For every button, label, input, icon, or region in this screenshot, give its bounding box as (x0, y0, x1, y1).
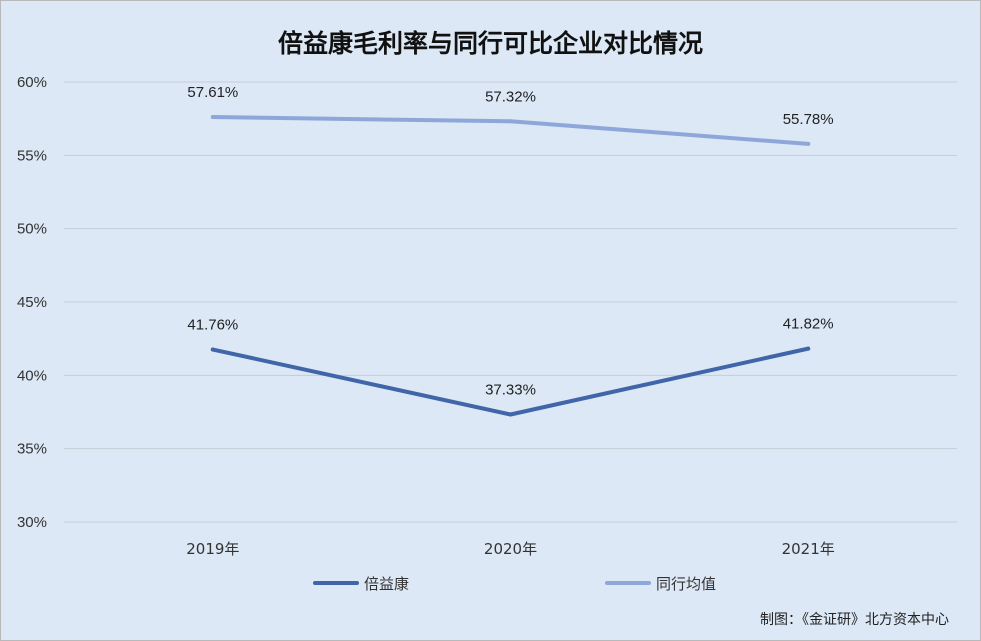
data-point (508, 119, 513, 124)
y-tick-label: 40% (17, 367, 47, 384)
x-tick-label: 2021年 (782, 540, 835, 558)
data-point (508, 412, 513, 417)
y-tick-label: 35% (17, 441, 47, 458)
y-tick-label: 50% (17, 221, 47, 238)
x-tick-label: 2019年 (186, 540, 239, 558)
data-point (210, 115, 215, 120)
data-label: 37.33% (485, 381, 536, 398)
y-tick-label: 55% (17, 147, 47, 164)
data-label: 41.76% (187, 317, 238, 334)
data-label: 57.32% (485, 88, 536, 105)
data-point (210, 347, 215, 352)
data-label: 55.78% (783, 111, 834, 128)
chart-title: 倍益康毛利率与同行可比企业对比情况 (277, 29, 703, 58)
data-label: 57.61% (187, 84, 238, 101)
legend-label: 同行均值 (656, 575, 716, 593)
source-note: 制图：《金证研》北方资本中心 (760, 612, 949, 628)
y-tick-label: 60% (17, 74, 47, 91)
y-tick-label: 45% (17, 294, 47, 311)
y-tick-label: 30% (17, 514, 47, 531)
data-point (806, 346, 811, 351)
legend-label: 倍益康 (364, 575, 409, 593)
data-point (806, 141, 811, 146)
x-tick-label: 2020年 (484, 540, 537, 558)
data-label: 41.82% (783, 316, 834, 333)
